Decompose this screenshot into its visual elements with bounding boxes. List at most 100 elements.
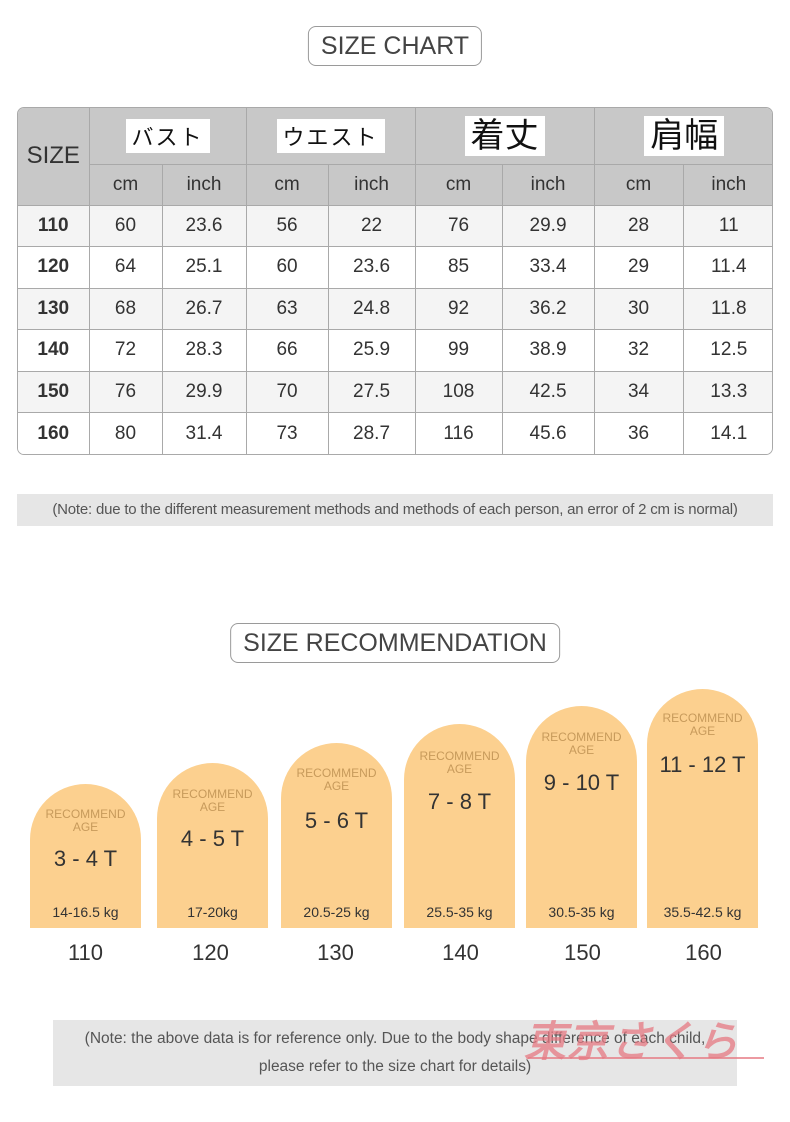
recommend-weight: 30.5-35 kg (548, 904, 615, 920)
table-cell: 80 (88, 412, 163, 454)
column-label-waist: ウエスト (276, 118, 385, 153)
table-row: 140 72 28.3 66 25.9 99 38.9 32 12.5 (18, 329, 772, 372)
column-header-length: 着丈 (414, 108, 595, 165)
size-chart-table: SIZE バスト ウエスト 着丈 肩幅 cm inch cm inch cm i… (17, 107, 773, 455)
reference-note: (Note: the above data is for reference o… (53, 1020, 737, 1086)
recommend-weight: 14-16.5 kg (52, 904, 119, 920)
unit-header: inch (327, 163, 416, 206)
table-cell: 99 (414, 329, 503, 372)
table-cell: 24.8 (327, 287, 416, 330)
recommend-size-140: 140 (442, 940, 479, 965)
table-cell: 22 (327, 204, 416, 247)
table-cell: 92 (414, 287, 503, 330)
size-cell: 130 (18, 287, 90, 330)
table-cell: 68 (88, 287, 163, 330)
age-label: AGE (199, 800, 226, 814)
table-cell: 70 (245, 370, 329, 413)
table-cell: 27.5 (327, 370, 416, 413)
table-cell: 25.1 (161, 246, 247, 289)
table-cell: 23.6 (161, 204, 247, 247)
table-cell: 32 (593, 329, 684, 372)
table-cell: 36.2 (501, 287, 595, 330)
recommend-card-140: RECOMMEND AGE 7 - 8 T 25.5-35 kg (404, 724, 515, 928)
watermark-underline (528, 1057, 764, 1059)
table-cell: 38.9 (501, 329, 595, 372)
size-recommendation-title: SIZE RECOMMENDATION (230, 623, 560, 663)
recommend-age: 3 - 4 T (53, 846, 118, 871)
unit-header: inch (161, 163, 247, 206)
column-header-waist: ウエスト (245, 108, 416, 165)
table-cell: 63 (245, 287, 329, 330)
recommend-label: RECOMMEND (172, 787, 253, 801)
unit-header: cm (245, 163, 329, 206)
table-cell: 25.9 (327, 329, 416, 372)
recommend-size-150: 150 (564, 940, 601, 965)
recommend-weight: 20.5-25 kg (303, 904, 370, 920)
table-cell: 13.3 (682, 370, 772, 413)
size-cell: 160 (18, 412, 90, 454)
table-cell: 30 (593, 287, 684, 330)
size-header: SIZE (18, 108, 90, 206)
size-cell: 120 (18, 246, 90, 289)
recommend-age: 11 - 12 T (659, 752, 746, 777)
size-chart-title: SIZE CHART (307, 26, 483, 66)
recommend-age: 4 - 5 T (180, 826, 245, 851)
size-cell: 150 (18, 370, 90, 413)
table-cell: 34 (593, 370, 684, 413)
table-cell: 29.9 (501, 204, 595, 247)
table-cell: 73 (245, 412, 329, 454)
reference-note-line2: please refer to the size chart for detai… (258, 1058, 532, 1075)
table-cell: 60 (245, 246, 329, 289)
table-cell: 23.6 (327, 246, 416, 289)
table-cell: 76 (88, 370, 163, 413)
recommend-size-110: 110 (67, 940, 104, 965)
recommend-card-110: RECOMMEND AGE 3 - 4 T 14-16.5 kg (30, 784, 141, 928)
unit-header: cm (414, 163, 503, 206)
recommend-size-160: 160 (685, 940, 722, 965)
table-row: 160 80 31.4 73 28.7 116 45.6 36 14.1 (18, 412, 772, 454)
column-label-length: 着丈 (464, 115, 545, 156)
table-cell: 36 (593, 412, 684, 454)
column-label-bust: バスト (125, 118, 210, 153)
table-cell: 72 (88, 329, 163, 372)
table-cell: 28.7 (327, 412, 416, 454)
recommend-weight: 25.5-35 kg (426, 904, 493, 920)
recommend-age: 7 - 8 T (427, 789, 492, 814)
table-cell: 31.4 (161, 412, 247, 454)
table-row: 110 60 23.6 56 22 76 29.9 28 11 (18, 204, 772, 247)
table-cell: 29 (593, 246, 684, 289)
recommend-age: 9 - 10 T (543, 770, 620, 795)
recommend-label: RECOMMEND (541, 730, 622, 744)
recommend-card-150: RECOMMEND AGE 9 - 10 T 30.5-35 kg (526, 706, 637, 928)
table-cell: 14.1 (682, 412, 772, 454)
table-cell: 64 (88, 246, 163, 289)
recommend-card-130: RECOMMEND AGE 5 - 6 T 20.5-25 kg (281, 743, 392, 928)
column-header-shoulder: 肩幅 (593, 108, 772, 165)
table-cell: 85 (414, 246, 503, 289)
recommend-age: 5 - 6 T (304, 808, 369, 833)
age-label: AGE (568, 743, 595, 757)
recommend-weight: 17-20kg (187, 904, 238, 920)
column-header-bust: バスト (88, 108, 247, 165)
measurement-note: (Note: due to the different measurement … (17, 494, 773, 526)
table-cell: 66 (245, 329, 329, 372)
table-cell: 26.7 (161, 287, 247, 330)
recommend-weight: 35.5-42.5 kg (663, 904, 742, 920)
recommend-size-130: 130 (317, 940, 354, 965)
table-cell: 42.5 (501, 370, 595, 413)
age-label: AGE (446, 762, 473, 776)
table-cell: 11.4 (682, 246, 772, 289)
table-cell: 108 (414, 370, 503, 413)
recommend-card-120: RECOMMEND AGE 4 - 5 T 17-20kg (157, 763, 268, 928)
recommend-label: RECOMMEND (296, 766, 377, 780)
unit-header: cm (593, 163, 684, 206)
column-label-shoulder: 肩幅 (644, 115, 725, 156)
age-label: AGE (72, 820, 99, 834)
unit-header: inch (682, 163, 772, 206)
table-cell: 29.9 (161, 370, 247, 413)
table-cell: 11.8 (682, 287, 772, 330)
recommend-label: RECOMMEND (662, 711, 743, 725)
table-cell: 45.6 (501, 412, 595, 454)
table-row: 150 76 29.9 70 27.5 108 42.5 34 13.3 (18, 370, 772, 413)
table-cell: 60 (88, 204, 163, 247)
